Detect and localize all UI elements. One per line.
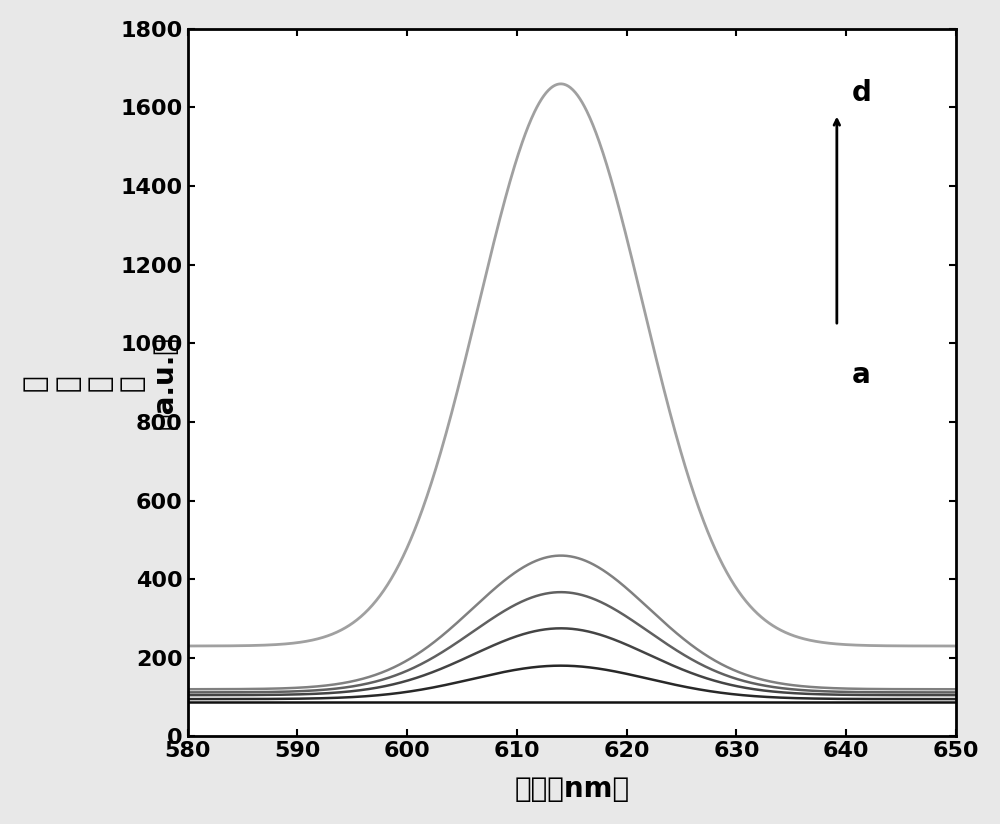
X-axis label: 波长（nm）: 波长（nm） xyxy=(514,775,629,803)
Y-axis label: 药
光
强
度
（a.u.）: 药 光 强 度 （a.u.） xyxy=(21,336,178,429)
Text: d: d xyxy=(852,78,872,106)
Text: a: a xyxy=(852,362,871,390)
